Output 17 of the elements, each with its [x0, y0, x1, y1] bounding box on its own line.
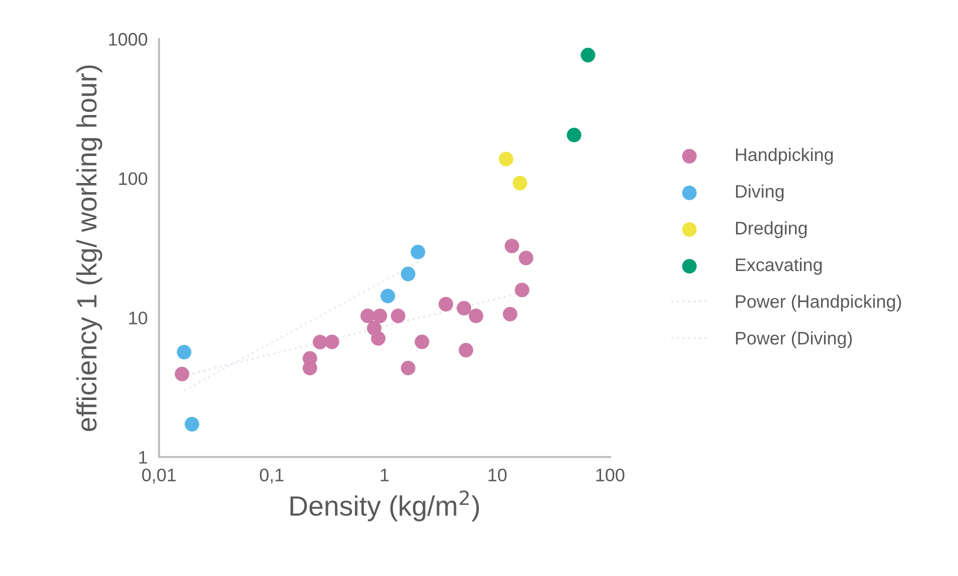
legend-label: Power (Handpicking) [736, 294, 902, 312]
legend-label: Diving [736, 184, 784, 202]
legend-label: Power (Diving) [736, 331, 852, 348]
y-axis-title: efficiency 1 (kg/ working hour) [76, 65, 102, 432]
y-tick-label: 100 [119, 172, 148, 186]
x-tick-label: 0,01 [142, 468, 176, 484]
x-axis-title: Density (kg/m$^{2}$) [290, 490, 479, 522]
y-tick-label: 1000 [109, 32, 148, 46]
x-tick-label: 0,1 [260, 468, 284, 484]
x-tick-label: 10 [488, 468, 507, 482]
y-tick-label: 10 [129, 312, 148, 324]
x-tick-label: 100 [596, 468, 624, 482]
x-tick-label: 1 [380, 468, 389, 482]
legend-label: Excavating [736, 258, 822, 275]
legend-label: Handpicking [736, 148, 833, 165]
legend-label: Dredging [736, 221, 807, 238]
y-tick-label: 1 [139, 451, 148, 464]
